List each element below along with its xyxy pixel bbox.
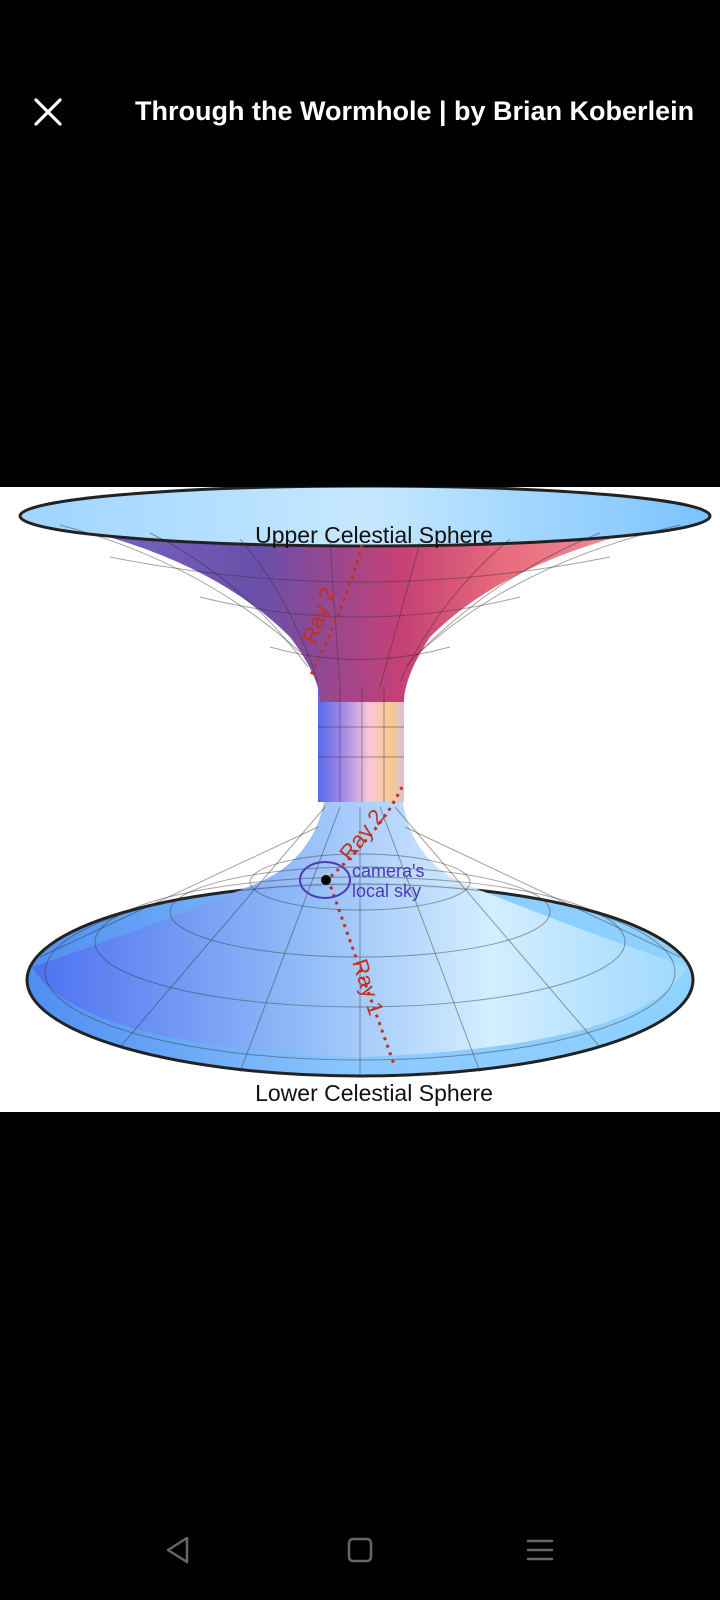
image-viewer[interactable]: Upper Celestial Sphere Lower Celestial S… (0, 487, 720, 1112)
close-button[interactable] (28, 92, 68, 132)
upper-flare (20, 517, 710, 702)
upper-disc (18, 487, 712, 548)
neck (318, 687, 404, 802)
page-title: Through the Wormhole | by Brian Koberlei… (135, 96, 695, 126)
system-nav-bar (0, 1500, 720, 1600)
nav-home-button[interactable] (330, 1520, 390, 1580)
ray-paths (308, 544, 404, 1068)
home-square-icon (347, 1537, 373, 1563)
camera-local-sky-ring (299, 861, 351, 899)
back-triangle-icon (166, 1536, 189, 1564)
camera-dot (321, 875, 331, 885)
camera-label-line2: local sky (352, 881, 421, 901)
lower-flare (32, 797, 688, 1057)
camera-label-line1: camera's (352, 861, 424, 881)
lower-celestial-label: Lower Celestial Sphere (255, 1080, 493, 1106)
wormhole-figure: Upper Celestial Sphere Lower Celestial S… (18, 487, 712, 1106)
nav-recents-button[interactable] (510, 1520, 570, 1580)
close-icon (34, 98, 62, 126)
top-bar: Through the Wormhole | by Brian Koberlei… (0, 0, 720, 225)
nav-back-button[interactable] (148, 1520, 208, 1580)
upper-celestial-label: Upper Celestial Sphere (255, 522, 493, 548)
mesh-lines (39, 524, 681, 1077)
menu-lines-icon (526, 1539, 554, 1561)
